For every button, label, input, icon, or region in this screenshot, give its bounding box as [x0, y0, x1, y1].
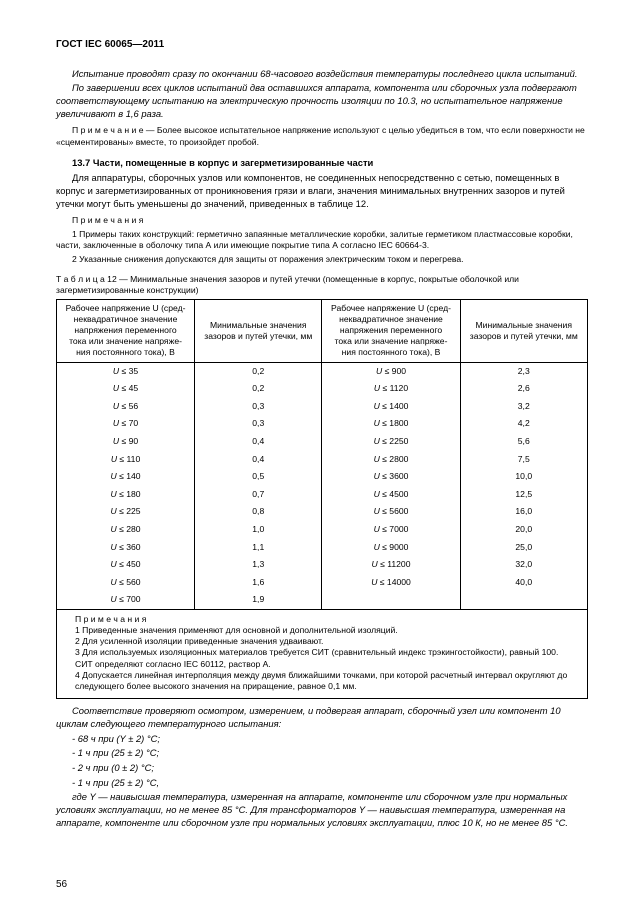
table-row: U ≤ 2250,8U ≤ 560016,0	[57, 503, 588, 521]
para-conformity: Соответствие проверяют осмотром, измерен…	[56, 705, 588, 730]
table-row: U ≤ 1800,7U ≤ 450012,5	[57, 486, 588, 504]
note-reductions: 2 Указанные снижения допускаются для защ…	[56, 254, 588, 266]
para-apparatus: Для аппаратуры, сборочных узлов или комп…	[56, 172, 588, 210]
notes-label: П р и м е ч а н и я	[56, 215, 588, 227]
para-test-immediate: Испытание проводят сразу по окончании 68…	[56, 68, 588, 81]
page-number: 56	[56, 878, 67, 892]
table-row: U ≤ 7001,9	[57, 591, 588, 609]
table-row: U ≤ 560,3U ≤ 14003,2	[57, 398, 588, 416]
table-row: U ≤ 5601,6U ≤ 1400040,0	[57, 574, 588, 592]
doc-header: ГОСТ IEC 60065—2011	[56, 38, 588, 52]
table-row: U ≤ 350,2U ≤ 9002,3	[57, 362, 588, 380]
cycle-4: - 1 ч при (25 ± 2) °C,	[56, 777, 588, 790]
table-row: U ≤ 1100,4U ≤ 28007,5	[57, 451, 588, 469]
table-row: U ≤ 450,2U ≤ 11202,6	[57, 380, 588, 398]
table-notes: П р и м е ч а н и я 1 Приведенные значен…	[56, 610, 588, 699]
table-row: U ≤ 900,4U ≤ 22505,6	[57, 433, 588, 451]
cycle-2: - 1 ч при (25 ± 2) °C;	[56, 747, 588, 760]
table-row: U ≤ 4501,3U ≤ 1120032,0	[57, 556, 588, 574]
note-high-voltage: П р и м е ч а н и е — Более высокое испы…	[56, 125, 588, 148]
section-13-7: 13.7 Части, помещенные в корпус и загерм…	[56, 157, 588, 170]
table-row: U ≤ 700,3U ≤ 18004,2	[57, 415, 588, 433]
table-row: U ≤ 3601,1U ≤ 900025,0	[57, 539, 588, 557]
table-row: U ≤ 2801,0U ≤ 700020,0	[57, 521, 588, 539]
table-caption: Т а б л и ц а 12 — Минимальные значения …	[56, 274, 588, 297]
table-row: U ≤ 1400,5U ≤ 360010,0	[57, 468, 588, 486]
para-y-def: где Y — наивысшая температура, измеренна…	[56, 791, 588, 829]
table-12: Рабочее напряжение U (сред- неквадратичн…	[56, 299, 588, 610]
cycle-3: - 2 ч при (0 ± 2) °C;	[56, 762, 588, 775]
cycle-1: - 68 ч при (Y ± 2) °C;	[56, 733, 588, 746]
para-after-cycles: По завершении всех циклов испытаний два …	[56, 82, 588, 120]
note-examples: 1 Примеры таких конструкций: герметично …	[56, 229, 588, 252]
